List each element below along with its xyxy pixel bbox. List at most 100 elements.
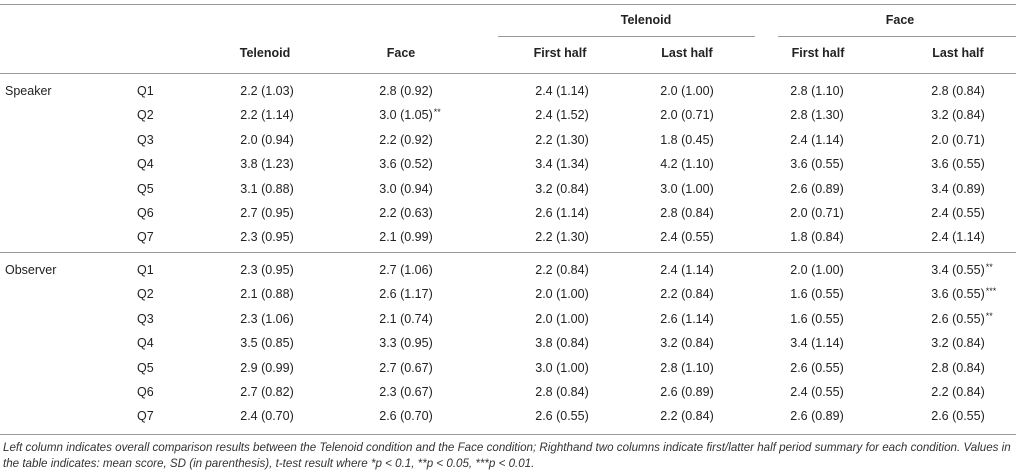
cell-value: 2.6 (0.70)	[379, 409, 433, 423]
cell-value: 2.6 (0.55)	[931, 312, 985, 326]
cell-value: 3.6 (0.55)	[931, 157, 985, 171]
table-cell: 2.3 (0.67)	[379, 384, 433, 400]
group-header: Face	[885, 13, 915, 27]
row-question: Q7	[137, 230, 154, 244]
cell-value: 2.6 (0.55)	[931, 409, 985, 423]
cell-value: 2.3 (0.95)	[240, 263, 294, 277]
cell-value: 2.6 (1.14)	[660, 312, 714, 326]
cell-value: 2.8 (1.10)	[660, 361, 714, 375]
cell-value: 2.4 (0.55)	[931, 206, 985, 220]
table-cell: 3.8 (1.23)	[240, 156, 294, 172]
cell-value: 2.4 (1.14)	[660, 263, 714, 277]
cell-value: 2.2 (0.63)	[379, 206, 433, 220]
cell-value: 2.8 (0.84)	[931, 84, 985, 98]
cell-value: 2.7 (0.67)	[379, 361, 433, 375]
cell-value: 2.4 (0.55)	[660, 230, 714, 244]
cell-value: 2.0 (1.00)	[535, 312, 589, 326]
table-cell: 1.8 (0.84)	[790, 229, 844, 245]
table-cell: 2.6 (0.89)	[790, 181, 844, 197]
cell-value: 3.0 (1.00)	[535, 361, 589, 375]
table-cell: 2.0 (0.71)	[660, 107, 714, 123]
table-cell: 3.6 (0.52)	[379, 156, 433, 172]
table-cell: 3.2 (0.84)	[931, 107, 985, 123]
cell-value: 2.8 (0.84)	[931, 361, 985, 375]
table-cell: 2.6 (0.89)	[660, 384, 714, 400]
cell-value: 1.6 (0.55)	[790, 287, 844, 301]
row-question: Q2	[137, 108, 154, 122]
cell-value: 2.8 (1.10)	[790, 84, 844, 98]
table-cell: 2.1 (0.88)	[240, 286, 294, 302]
table-cell: 2.3 (1.06)	[240, 311, 294, 327]
table-cell: 2.0 (1.00)	[535, 286, 589, 302]
cell-value: 2.9 (0.99)	[240, 361, 294, 375]
significance-marker: **	[985, 262, 993, 272]
table-cell: 3.6 (0.55)***	[931, 286, 996, 303]
row-question: Q5	[137, 182, 154, 196]
table-cell: 2.6 (1.14)	[535, 205, 589, 221]
cell-value: 2.0 (1.00)	[790, 263, 844, 277]
row-question: Q3	[137, 312, 154, 326]
group-underline	[778, 36, 1016, 37]
table-cell: 3.4 (0.89)	[931, 181, 985, 197]
table-cell: 3.0 (0.94)	[379, 181, 433, 197]
table-cell: 2.6 (0.55)	[535, 408, 589, 424]
cell-value: 2.0 (0.71)	[660, 108, 714, 122]
table-cell: 2.2 (0.84)	[660, 408, 714, 424]
table-caption: Left column indicates overall comparison…	[3, 441, 1011, 470]
cell-value: 2.0 (0.71)	[931, 133, 985, 147]
cell-value: 3.1 (0.88)	[240, 182, 294, 196]
table-cell: 2.6 (0.55)	[931, 408, 985, 424]
cell-value: 2.7 (1.06)	[379, 263, 433, 277]
table-cell: 2.4 (1.52)	[535, 107, 589, 123]
section-label: Observer	[5, 263, 57, 277]
cell-value: 3.4 (0.89)	[931, 182, 985, 196]
table-cell: 3.6 (0.55)	[790, 156, 844, 172]
cell-value: 2.6 (1.14)	[535, 206, 589, 220]
cell-value: 3.8 (1.23)	[240, 157, 294, 171]
cell-value: 2.4 (0.70)	[240, 409, 294, 423]
cell-value: 2.4 (1.14)	[931, 230, 985, 244]
cell-value: 3.3 (0.95)	[379, 336, 433, 350]
cell-value: 2.1 (0.99)	[379, 230, 433, 244]
column-header: Telenoid	[239, 46, 291, 60]
table-cell: 2.6 (1.17)	[379, 286, 433, 302]
cell-value: 2.3 (1.06)	[240, 312, 294, 326]
table-cell: 4.2 (1.10)	[660, 156, 714, 172]
cell-value: 2.7 (0.95)	[240, 206, 294, 220]
cell-value: 3.2 (0.84)	[931, 108, 985, 122]
table-cell: 2.6 (0.70)	[379, 408, 433, 424]
table-cell: 3.3 (0.95)	[379, 335, 433, 351]
table-cell: 2.8 (0.84)	[660, 205, 714, 221]
table-cell: 2.3 (0.95)	[240, 262, 294, 278]
cell-value: 2.4 (1.14)	[535, 84, 589, 98]
table-cell: 2.4 (0.55)	[931, 205, 985, 221]
row-question: Q6	[137, 206, 154, 220]
table-cell: 2.8 (0.84)	[931, 360, 985, 376]
table-cell: 3.2 (0.84)	[931, 335, 985, 351]
cell-value: 3.2 (0.84)	[535, 182, 589, 196]
cell-value: 1.6 (0.55)	[790, 312, 844, 326]
column-header: Last half	[932, 46, 984, 60]
table-cell: 2.7 (1.06)	[379, 262, 433, 278]
table-cell: 2.4 (1.14)	[535, 83, 589, 99]
table-cell: 3.4 (1.34)	[535, 156, 589, 172]
table-cell: 2.4 (0.70)	[240, 408, 294, 424]
cell-value: 2.1 (0.88)	[240, 287, 294, 301]
table-cell: 2.2 (1.14)	[240, 107, 294, 123]
cell-value: 2.8 (0.92)	[379, 84, 433, 98]
cell-value: 2.7 (0.82)	[240, 385, 294, 399]
table-cell: 3.2 (0.84)	[660, 335, 714, 351]
cell-value: 2.2 (0.92)	[379, 133, 433, 147]
cell-value: 1.8 (0.84)	[790, 230, 844, 244]
group-header: Telenoid	[620, 13, 672, 27]
cell-value: 3.8 (0.84)	[535, 336, 589, 350]
row-question: Q4	[137, 336, 154, 350]
cell-value: 2.0 (0.94)	[240, 133, 294, 147]
cell-value: 2.0 (1.00)	[535, 287, 589, 301]
table-cell: 3.6 (0.55)	[931, 156, 985, 172]
significance-marker: **	[433, 107, 441, 117]
table-cell: 2.2 (1.03)	[240, 83, 294, 99]
table-rule	[0, 434, 1016, 435]
cell-value: 2.4 (1.14)	[790, 133, 844, 147]
cell-value: 2.2 (1.30)	[535, 133, 589, 147]
